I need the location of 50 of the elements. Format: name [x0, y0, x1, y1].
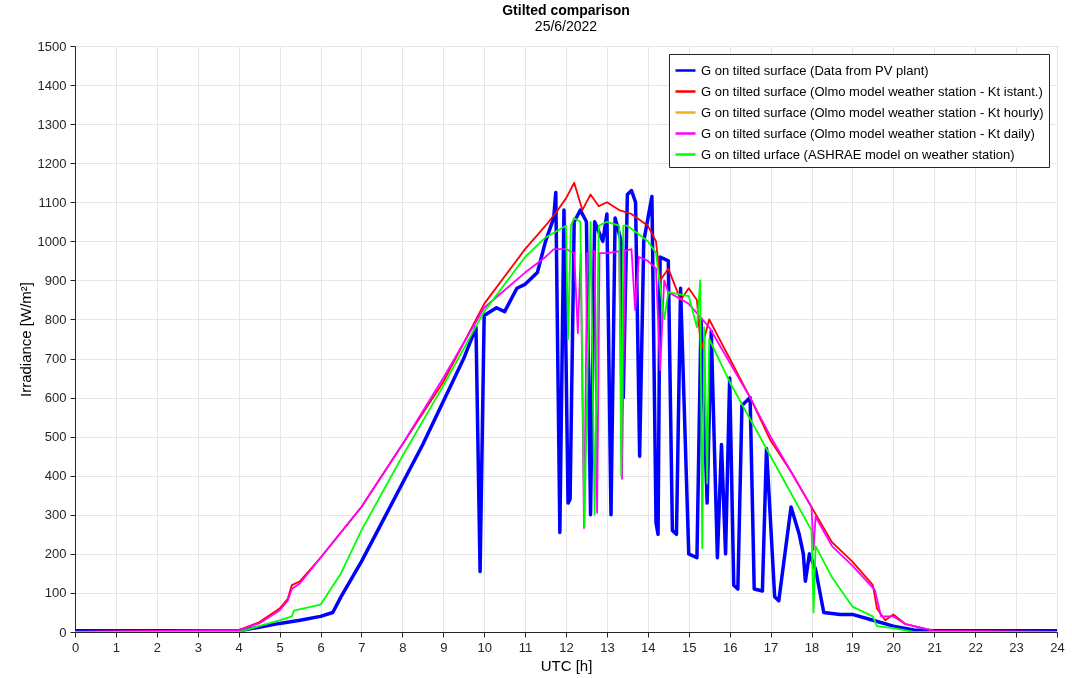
y-tick-label: 800 — [44, 311, 67, 327]
x-tick-label: 11 — [518, 639, 533, 655]
legend-label: G on tilted surface (Olmo model weather station - Kt hourly) — [701, 104, 1044, 120]
x-tick-label: 1 — [112, 639, 121, 655]
x-tick-label: 0 — [71, 639, 80, 655]
x-tick-label: 6 — [317, 639, 325, 655]
x-tick-label: 5 — [276, 639, 284, 655]
legend-label: G on tilted surface (Olmo model weather station - Kt istant.) — [701, 83, 1043, 99]
x-tick-label: 23 — [1009, 639, 1024, 655]
y-tick-label: 500 — [44, 429, 67, 445]
y-tick-label: 300 — [44, 507, 67, 523]
y-tick-label: 1500 — [37, 38, 67, 54]
x-tick-label: 13 — [600, 639, 615, 655]
y-tick-label: 600 — [44, 390, 67, 406]
y-tick-label: 1100 — [38, 194, 67, 210]
x-tick-label: 17 — [763, 639, 779, 655]
x-tick-label: 8 — [399, 639, 407, 655]
x-tick-label: 3 — [194, 639, 202, 655]
y-tick-label: 0 — [59, 624, 67, 640]
legend-label: G on tilted surface (Data from PV plant) — [701, 62, 929, 78]
y-tick-label: 1300 — [37, 116, 67, 132]
y-tick-label: 100 — [44, 585, 67, 601]
x-tick-label: 10 — [477, 639, 492, 655]
y-tick-label: 1000 — [37, 233, 67, 249]
x-axis-title: UTC [h] — [540, 656, 593, 674]
chart-subtitle: 25/6/2022 — [534, 18, 598, 34]
x-tick-label: 15 — [682, 639, 697, 655]
y-tick-label: 1400 — [37, 77, 67, 93]
x-tick-label: 18 — [804, 639, 820, 655]
y-tick-label: 400 — [44, 468, 67, 484]
x-tick-label: 22 — [968, 639, 983, 655]
y-tick-label: 200 — [44, 546, 67, 562]
x-tick-label: 16 — [722, 639, 738, 655]
x-tick-label: 7 — [358, 639, 366, 655]
chart-title: Gtilted comparison — [502, 2, 630, 18]
y-axis-title: Irradiance [W/m²] — [16, 281, 34, 398]
y-tick-label: 1200 — [37, 155, 67, 171]
legend-label: G on tilted surface (Olmo model weather station - Kt daily) — [701, 125, 1035, 141]
y-tick-label: 700 — [44, 351, 67, 367]
x-tick-label: 14 — [641, 639, 656, 655]
x-tick-label: 2 — [153, 639, 161, 655]
x-tick-label: 24 — [1050, 639, 1065, 655]
x-tick-label: 12 — [559, 639, 574, 655]
x-tick-label: 21 — [927, 639, 942, 655]
x-tick-label: 9 — [440, 639, 448, 655]
legend-label: G on tilted urface (ASHRAE model on weather station) — [701, 146, 1015, 162]
x-tick-label: 19 — [845, 639, 861, 655]
y-tick-label: 900 — [44, 272, 67, 288]
x-tick-label: 4 — [235, 639, 243, 655]
x-tick-label: 20 — [886, 639, 902, 655]
